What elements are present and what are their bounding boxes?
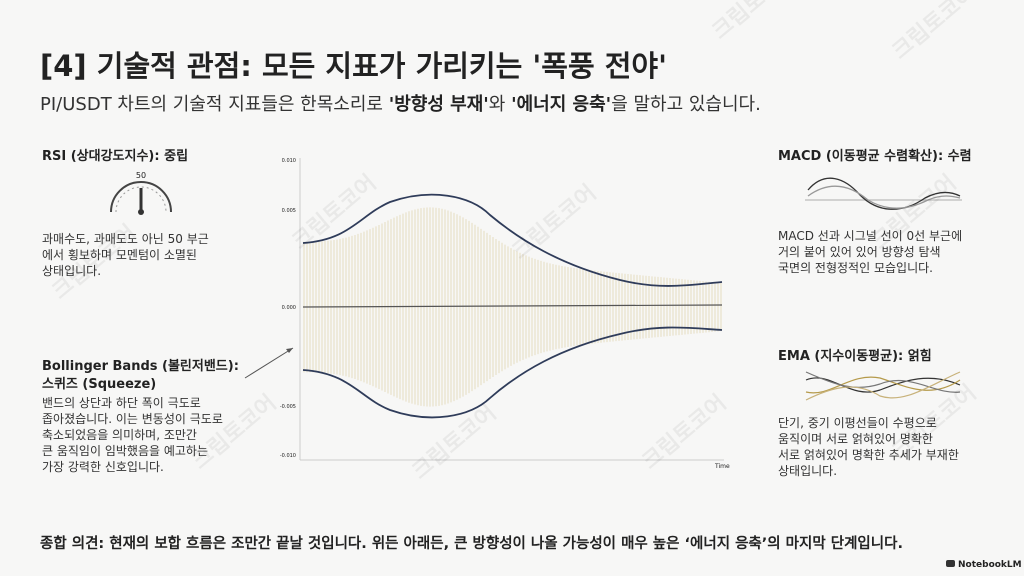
watermark: 크립토코어 [888, 0, 982, 65]
body-line: 밴드의 상단과 하단 폭이 극도로 [42, 396, 201, 410]
subtitle-part: 을 말하고 있습니다. [611, 94, 761, 115]
logo: NotebookLM [958, 560, 1022, 570]
summary: 종합 의견: 현재의 보합 흐름은 조만간 끝날 것입니다. 위든 아래든, 큰… [40, 534, 903, 552]
watermark: 크립토코어 [508, 180, 602, 264]
body-line: 거의 붙어 있어 있어 방향성 탐색 [778, 245, 941, 259]
body-line: 에서 횡보하며 모멘텀이 소멸된 [42, 248, 197, 262]
watermark: 크립토코어 [408, 400, 502, 484]
bollinger-title: 스퀴즈 (Squeeze) [42, 376, 156, 392]
gauge: 50 [110, 171, 172, 215]
subtitle-part: '에너지 응축' [511, 94, 611, 115]
body-line: 가장 강력한 신호입니다. [42, 460, 164, 474]
y-tick-label: -0.010 [280, 453, 296, 459]
watermark: 크립토코어 [708, 0, 802, 45]
body-line: MACD 선과 시그널 선이 0선 부근에 [778, 229, 962, 243]
ema-title: EMA (지수이동평균): 얽힘 [778, 348, 932, 364]
y-tick-label: 0.010 [282, 158, 296, 164]
arrow [244, 347, 294, 379]
ema-icon [805, 371, 961, 401]
watermark: 크립토코어 [188, 390, 282, 474]
logo-icon [946, 560, 955, 567]
y-tick-label: 0.005 [282, 208, 296, 214]
title: [4] 기술적 관점: 모든 지표가 가리키는 '폭풍 전야' [40, 49, 667, 83]
body-line: 서로 얽혀있어 명확한 추세가 부재한 [778, 448, 959, 462]
y-tick-label: 0.000 [282, 305, 296, 311]
body-line: 상태입니다. [778, 464, 837, 478]
body-line: 큰 움직임이 임박했음을 예고하는 [42, 444, 208, 458]
bollinger-title: Bollinger Bands (볼린저밴드): [42, 358, 239, 374]
body-line: 움직이며 서로 얽혀있어 명확한 [778, 432, 933, 446]
body-line: 국면의 전형정적인 모습입니다. [778, 261, 933, 275]
macd-icon [805, 177, 962, 210]
subtitle-part: PI/USDT 차트의 기술적 지표들은 한목소리로 [40, 94, 389, 115]
body-line: 과매수도, 과매도도 아닌 50 부근 [42, 232, 209, 246]
macd-title: MACD (이동평균 수렴확산): 수렴 [778, 148, 972, 164]
arrow-head [286, 348, 293, 353]
body-line: 좁아졌습니다. 이는 변동성이 극도로 [42, 412, 223, 426]
x-label: Time [714, 463, 730, 470]
subtitle-part: 와 [489, 94, 511, 115]
body-line: 단기, 중기 이평선들이 수평으로 [778, 416, 937, 430]
y-tick-label: -0.005 [280, 404, 296, 410]
subtitle: PI/USDT 차트의 기술적 지표들은 한목소리로 '방향성 부재'와 '에너… [40, 94, 761, 115]
subtitle-part: '방향성 부재' [389, 94, 489, 115]
rsi-title: RSI (상대강도지수): 중립 [42, 148, 188, 164]
gauge-label: 50 [136, 171, 146, 180]
watermark: 크립토코어 [638, 390, 732, 474]
body-line: 상태입니다. [42, 264, 101, 278]
bollinger-chart: Time 0.010 0.005 0.000 -0.005 -0.010 [280, 158, 730, 470]
body-line: 축소되었음을 의미하며, 조만간 [42, 428, 197, 442]
